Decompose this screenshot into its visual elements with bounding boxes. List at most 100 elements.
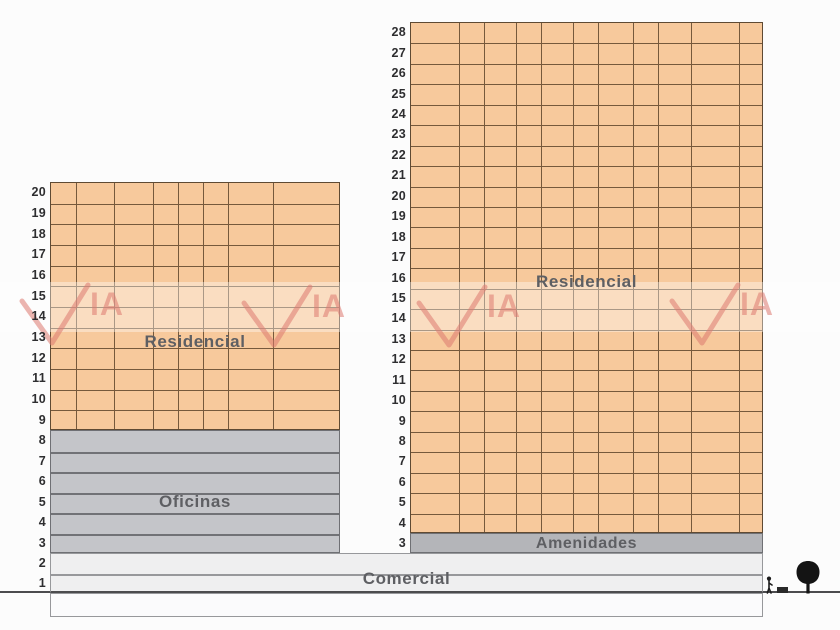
oficinas-label: Oficinas <box>159 492 231 511</box>
floor-number: 12 <box>31 350 46 365</box>
grid-column-line <box>76 183 77 429</box>
floor-number: 14 <box>391 311 406 326</box>
floor-divider-line <box>51 224 339 226</box>
grid-column-line <box>459 23 460 532</box>
floor-divider-line <box>411 43 762 45</box>
floor-divider-line <box>411 227 762 229</box>
right-tower-residencial-grid <box>410 22 763 533</box>
grid-column-line <box>203 183 204 429</box>
floor-number: 10 <box>31 392 46 406</box>
floor-divider-line <box>51 574 762 576</box>
floor-divider-line <box>51 265 339 267</box>
grid-column-line <box>273 183 274 429</box>
floor-number: 18 <box>31 226 46 241</box>
grid-column-line <box>691 23 692 532</box>
floor-number: 15 <box>31 288 46 303</box>
floor-divider-line <box>411 309 762 311</box>
right-residencial-label: Residencial <box>535 272 638 291</box>
floor-divider-line <box>411 145 762 147</box>
floor-divider-line <box>51 245 339 246</box>
floor-divider-line <box>51 533 339 536</box>
grid-column-line <box>573 23 574 532</box>
person-icon <box>766 576 773 594</box>
comercial-base-band <box>50 553 763 593</box>
ground-line-left <box>0 591 50 593</box>
floor-number: 24 <box>391 106 406 121</box>
floor-divider-line <box>411 247 762 249</box>
floor-divider-line <box>411 125 762 127</box>
floor-number: 17 <box>31 247 46 262</box>
floor-divider-line <box>411 350 762 352</box>
floor-divider-line <box>411 268 762 270</box>
floor-divider-line <box>411 431 762 433</box>
floor-divider-line <box>411 166 762 168</box>
floor-divider-line <box>411 370 762 372</box>
floor-number: 6 <box>38 474 46 489</box>
floor-number: 8 <box>398 434 406 449</box>
floor-number: 16 <box>391 270 406 285</box>
grid-column-line <box>658 23 659 532</box>
floor-number: 6 <box>398 474 406 489</box>
left-residencial-label: Residencial <box>144 332 246 351</box>
floor-number: 17 <box>391 250 406 265</box>
amenidades-label: Amenidades <box>535 535 638 552</box>
floor-number: 23 <box>391 127 406 142</box>
floor-number: 27 <box>391 45 406 60</box>
floor-divider-line <box>51 369 339 370</box>
floor-number: 22 <box>391 147 406 162</box>
floor-number: 5 <box>398 495 406 510</box>
floor-number: 21 <box>391 168 406 183</box>
grid-column-line <box>633 23 634 532</box>
floor-divider-line <box>411 288 762 290</box>
floor-divider-line <box>411 206 762 208</box>
tree-icon <box>796 561 820 594</box>
floor-divider-line <box>51 410 339 412</box>
floor-number: 3 <box>38 535 46 550</box>
floor-number: 15 <box>391 290 406 305</box>
floor-number: 3 <box>398 536 406 550</box>
floor-number: 4 <box>398 515 406 530</box>
grid-column-line <box>598 23 599 532</box>
floor-divider-line <box>411 329 762 331</box>
floor-divider-line <box>411 84 762 86</box>
ground-line-right <box>763 591 840 593</box>
grid-column-line <box>178 183 179 429</box>
floor-number: 2 <box>38 556 46 570</box>
floor-number: 19 <box>391 209 406 224</box>
grid-column-line <box>153 183 154 429</box>
floor-number: 7 <box>38 453 46 468</box>
floor-divider-line <box>51 492 339 495</box>
floor-number: 8 <box>38 433 46 448</box>
floor-number: 4 <box>38 515 46 530</box>
floor-divider-line <box>51 348 339 350</box>
left-tower-residencial-grid <box>50 182 340 430</box>
floor-number: 18 <box>391 229 406 244</box>
floor-number: 9 <box>398 413 406 428</box>
floor-divider-line <box>411 390 762 392</box>
floor-number: 9 <box>38 412 46 427</box>
floor-number: 20 <box>391 188 406 203</box>
floor-divider-line <box>51 451 339 454</box>
grid-column-line <box>739 23 740 532</box>
basement-band <box>50 593 763 617</box>
floor-number: 1 <box>38 576 46 590</box>
floor-divider-line <box>411 513 762 515</box>
floor-number: 19 <box>31 206 46 220</box>
floor-divider-line <box>411 104 762 106</box>
floor-divider-line <box>51 513 339 515</box>
floor-number: 13 <box>391 331 406 346</box>
grid-column-line <box>484 23 485 532</box>
grid-column-line <box>541 23 542 532</box>
grid-column-line <box>228 183 229 429</box>
floor-number: 25 <box>391 86 406 101</box>
floor-divider-line <box>411 472 762 474</box>
floor-number: 13 <box>31 330 46 344</box>
floor-number: 26 <box>391 66 406 81</box>
floor-divider-line <box>51 389 339 391</box>
grid-column-line <box>516 23 517 532</box>
comercial-label: Comercial <box>362 569 451 588</box>
floor-number: 14 <box>31 309 46 324</box>
floor-divider-line <box>51 327 339 329</box>
grid-column-line <box>114 183 115 429</box>
